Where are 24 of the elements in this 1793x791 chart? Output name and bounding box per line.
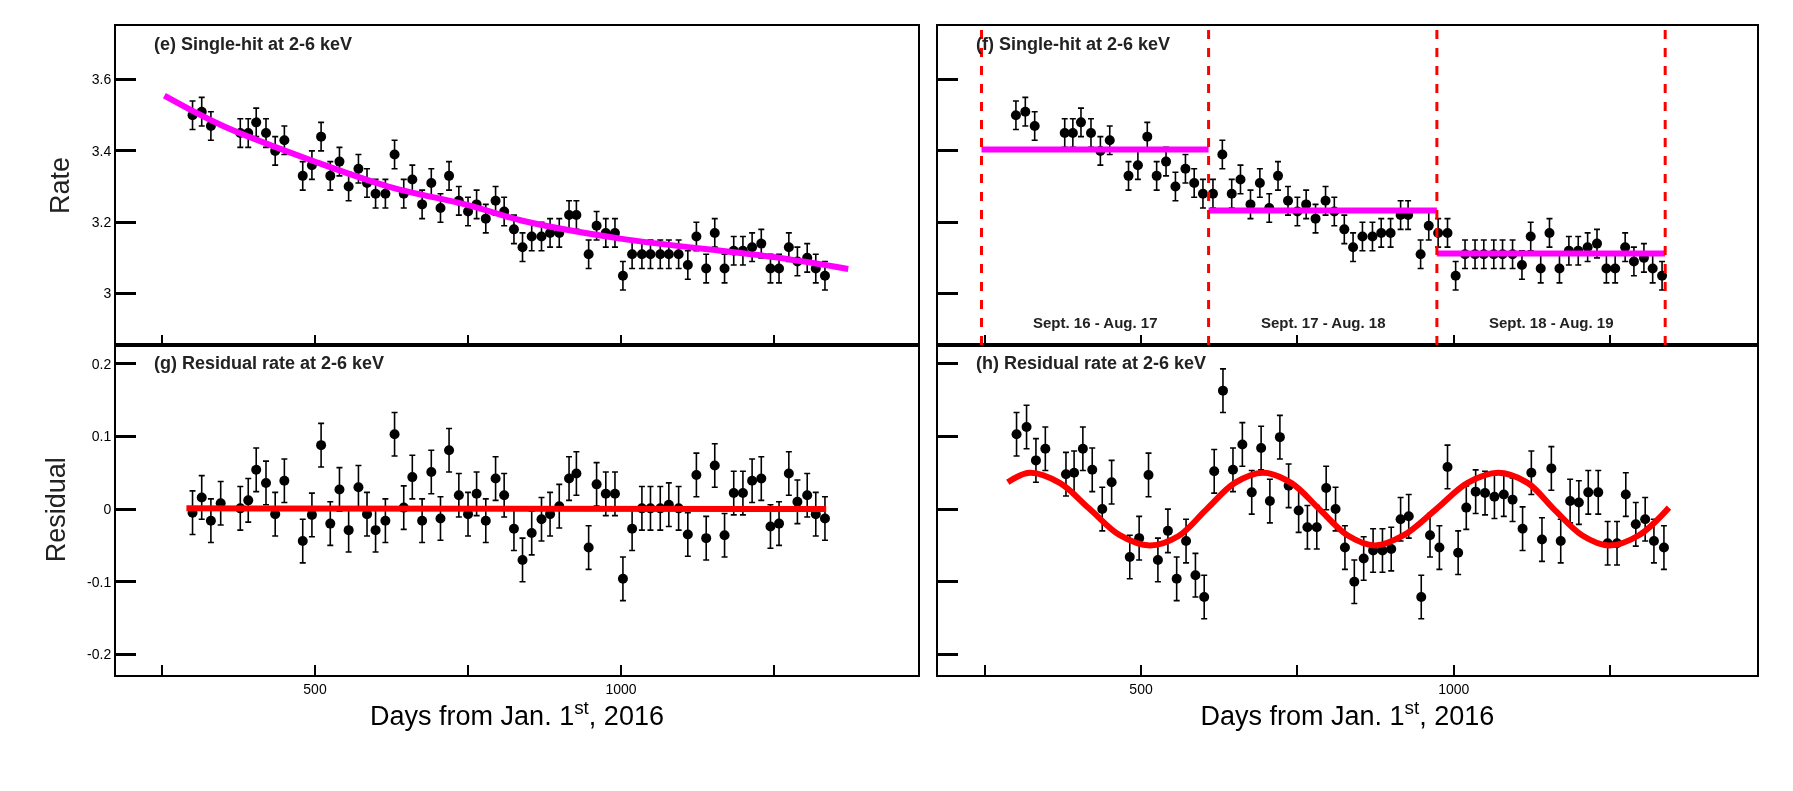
- y-axis-title: Residual: [40, 457, 71, 563]
- chart-title: (f) Single-hit at 2-6 keV: [976, 34, 1171, 54]
- y-tick-label: 3.2: [91, 214, 112, 231]
- y-tick-label: -0.2: [87, 646, 112, 663]
- x-tick-label: 500: [303, 680, 327, 697]
- annotation: Sept. 17 - Aug. 18: [1261, 314, 1386, 331]
- y-tick-label: 0.1: [91, 428, 112, 445]
- text: (h) Residual rate at 2-6 keV: [976, 353, 1207, 373]
- x-tick-label: 500: [1129, 680, 1153, 697]
- annotation: Sept. 18 - Aug. 19: [1489, 314, 1614, 331]
- x-tick-label: 1000: [605, 680, 637, 697]
- y-tick-label: -0.1: [87, 573, 112, 590]
- y-tick-label: 0.2: [91, 355, 112, 372]
- y-tick-label: 3: [103, 285, 112, 302]
- y-axis-title: Rate: [45, 156, 76, 215]
- text: (g) Residual rate at 2-6 keV: [154, 353, 385, 373]
- x-tick-label: 1000: [1438, 680, 1470, 697]
- y-tick-label: 3.6: [91, 71, 112, 88]
- x-axis-title: Days from Jan. 1$^{st}$, 2016: [1200, 696, 1495, 731]
- y-tick-label: 3.4: [91, 142, 112, 159]
- x-axis-title: Days from Jan. 1$^{st}$, 2016: [370, 696, 664, 731]
- chart-title: (e) Single-hit at 2-6 keV: [154, 34, 353, 54]
- annotation: Sept. 16 - Aug. 17: [1033, 314, 1158, 331]
- y-tick-label: 0: [103, 500, 112, 517]
